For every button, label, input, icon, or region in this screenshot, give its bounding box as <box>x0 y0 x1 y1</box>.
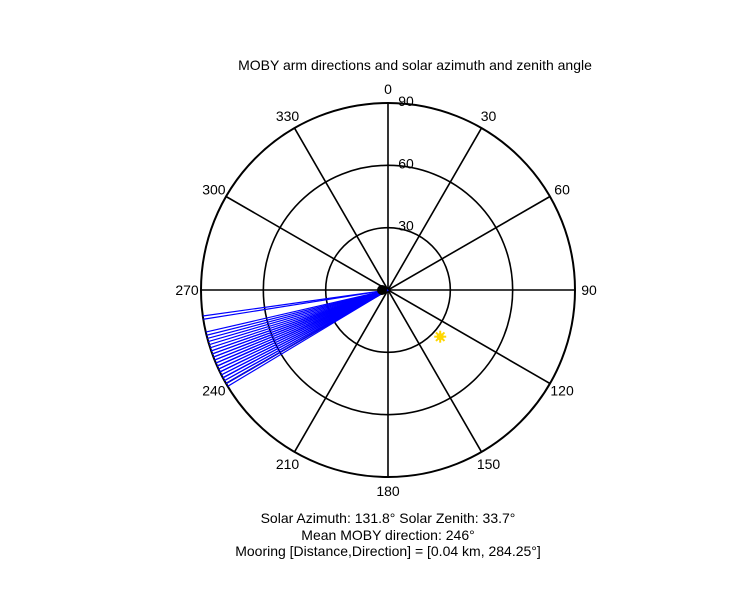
azimuth-label-0: 0 <box>384 81 392 97</box>
azimuth-label-150: 150 <box>477 456 501 472</box>
azimuth-label-120: 120 <box>550 383 574 399</box>
azimuth-label-270: 270 <box>175 282 199 298</box>
info-line-solar: Solar Azimuth: 131.8° Solar Zenith: 33.7… <box>261 510 516 526</box>
arm-line-1 <box>202 289 389 317</box>
azimuth-label-240: 240 <box>202 383 226 399</box>
zenith-label-60: 60 <box>398 155 414 171</box>
arm-line-35 <box>227 289 389 387</box>
center-marker <box>377 285 387 295</box>
azimuth-label-180: 180 <box>376 483 400 499</box>
info-line-mooring: Mooring [Distance,Direction] = [0.04 km,… <box>235 543 541 559</box>
azimuth-label-90: 90 <box>581 282 597 298</box>
markers <box>377 285 447 343</box>
azimuth-label-210: 210 <box>276 456 300 472</box>
zenith-label-90: 90 <box>398 93 414 109</box>
zenith-label-30: 30 <box>398 218 414 234</box>
azimuth-label-30: 30 <box>481 108 497 124</box>
azimuth-label-330: 330 <box>276 108 300 124</box>
sun-core <box>436 333 444 341</box>
info-line-mean-direction: Mean MOBY direction: 246° <box>301 527 474 543</box>
arm-direction-lines <box>202 289 389 387</box>
sun-marker <box>434 330 447 343</box>
chart-title: MOBY arm directions and solar azimuth an… <box>238 57 592 73</box>
azimuth-label-60: 60 <box>554 182 570 198</box>
azimuth-label-300: 300 <box>202 182 226 198</box>
polar-labels: 0 30 60 90 120 150 180 210 240 270 300 330 30 60 90 <box>175 81 597 499</box>
